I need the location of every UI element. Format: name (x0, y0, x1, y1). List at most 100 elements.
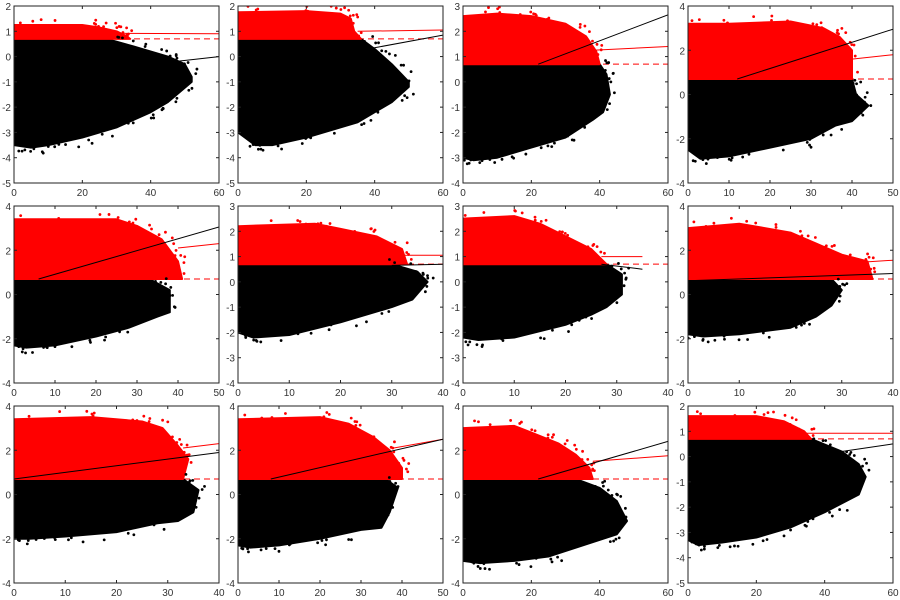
above-threshold-point (339, 8, 343, 11)
below-threshold-point (722, 334, 726, 338)
below-threshold-point (277, 549, 281, 553)
y-tick-label: -4 (451, 179, 460, 190)
above-threshold-point (509, 419, 513, 422)
below-threshold-point (577, 318, 581, 322)
below-threshold-point (736, 544, 740, 548)
y-tick-label: -5 (226, 179, 235, 190)
y-tick-label: -2 (2, 535, 11, 546)
x-tick-label: 60 (662, 188, 674, 199)
below-threshold-point (70, 345, 74, 349)
below-threshold-point (369, 118, 373, 122)
above-threshold-point (349, 416, 353, 420)
below-threshold-point (104, 335, 108, 339)
below-threshold-point (100, 132, 104, 136)
above-threshold-point (284, 412, 287, 415)
x-tick-label: 40 (396, 588, 408, 599)
x-tick-label: 20 (526, 588, 538, 599)
above-threshold-point (546, 433, 550, 437)
above-threshold-point (811, 434, 815, 437)
above-threshold-point (57, 217, 61, 220)
above-threshold-point (148, 223, 151, 227)
below-threshold-point (131, 121, 135, 125)
below-threshold-point (371, 35, 375, 38)
below-threshold-point (376, 110, 380, 114)
subplot-4: 0 10 20 30 40 50 -4 -2 0 2 4 (676, 2, 899, 199)
below-threshold-point (394, 481, 398, 485)
below-threshold-cloud (463, 63, 611, 162)
above-threshold-point (343, 6, 346, 10)
y-tick-label: -4 (226, 379, 235, 390)
above-threshold-point (871, 256, 875, 260)
above-threshold-point (560, 230, 564, 234)
below-threshold-point (549, 557, 553, 561)
above-threshold-point (358, 423, 362, 427)
below-threshold-point (117, 35, 121, 39)
x-tick-label: 0 (460, 588, 466, 599)
below-threshold-point (848, 453, 852, 456)
x-tick-label: 40 (887, 388, 899, 399)
y-tick-label: -3 (676, 528, 685, 539)
below-threshold-point (567, 330, 570, 333)
y-tick-label: -2 (226, 535, 235, 546)
y-tick-label: -2 (2, 335, 11, 346)
above-threshold-point (591, 468, 594, 472)
x-tick-label: 40 (662, 388, 674, 399)
subplot-7: 0 10 20 30 40 -4 -3 -2 -1 0 1 2 3 (451, 202, 674, 399)
above-threshold-point (164, 230, 167, 234)
black-fit-line (538, 440, 668, 480)
above-threshold-point (544, 218, 548, 222)
x-tick-label: 30 (386, 388, 398, 399)
x-tick-label: 60 (437, 188, 449, 199)
x-tick-label: 10 (49, 388, 61, 399)
x-tick-label: 50 (213, 388, 225, 399)
above-threshold-point (119, 25, 123, 29)
below-threshold-point (131, 39, 135, 43)
below-threshold-point (241, 547, 245, 551)
below-threshold-point (583, 125, 587, 129)
above-threshold-point (134, 217, 138, 221)
axes-box (687, 405, 894, 584)
above-threshold-point (595, 57, 599, 61)
above-threshold-point (797, 427, 801, 431)
below-threshold-point (808, 138, 812, 141)
below-threshold-point (362, 122, 366, 125)
above-threshold-point (595, 245, 599, 249)
x-tick-label: 10 (284, 388, 296, 399)
above-threshold-point (375, 235, 378, 239)
axes-box (237, 5, 444, 184)
y-tick-label: -1 (451, 103, 460, 114)
above-threshold-cloud (14, 416, 190, 480)
below-threshold-point (355, 324, 358, 328)
below-threshold-point (387, 500, 391, 504)
below-threshold-point (377, 41, 380, 45)
below-threshold-point (421, 271, 425, 275)
above-threshold-point (546, 436, 550, 440)
x-tick-label: 0 (11, 588, 17, 599)
y-tick-label: 1 (229, 27, 235, 38)
x-tick-label: 10 (509, 388, 521, 399)
below-threshold-point (593, 484, 597, 488)
below-threshold-point (279, 339, 283, 342)
below-threshold-point (723, 337, 726, 341)
x-tick-label: 40 (145, 188, 157, 199)
y-tick-label: 0 (679, 453, 685, 464)
below-threshold-point (162, 527, 166, 531)
above-threshold-point (185, 443, 189, 447)
above-threshold-point (357, 34, 361, 38)
below-threshold-point (248, 144, 252, 148)
above-threshold-point (372, 435, 376, 439)
below-threshold-point (396, 485, 400, 488)
below-threshold-point (843, 283, 847, 287)
below-threshold-point (259, 548, 263, 552)
red-fit-line (116, 32, 219, 35)
x-tick-label: 20 (526, 188, 538, 199)
above-threshold-point (348, 14, 352, 18)
above-threshold-point (692, 220, 696, 224)
above-threshold-point (405, 251, 409, 254)
subplot-11: 0 20 40 60 -4 -2 0 2 4 (451, 402, 674, 599)
below-threshold-point (17, 345, 21, 348)
below-threshold-point (168, 294, 172, 297)
above-threshold-point (752, 15, 756, 19)
below-threshold-point (17, 149, 21, 153)
above-threshold-point (178, 437, 182, 441)
